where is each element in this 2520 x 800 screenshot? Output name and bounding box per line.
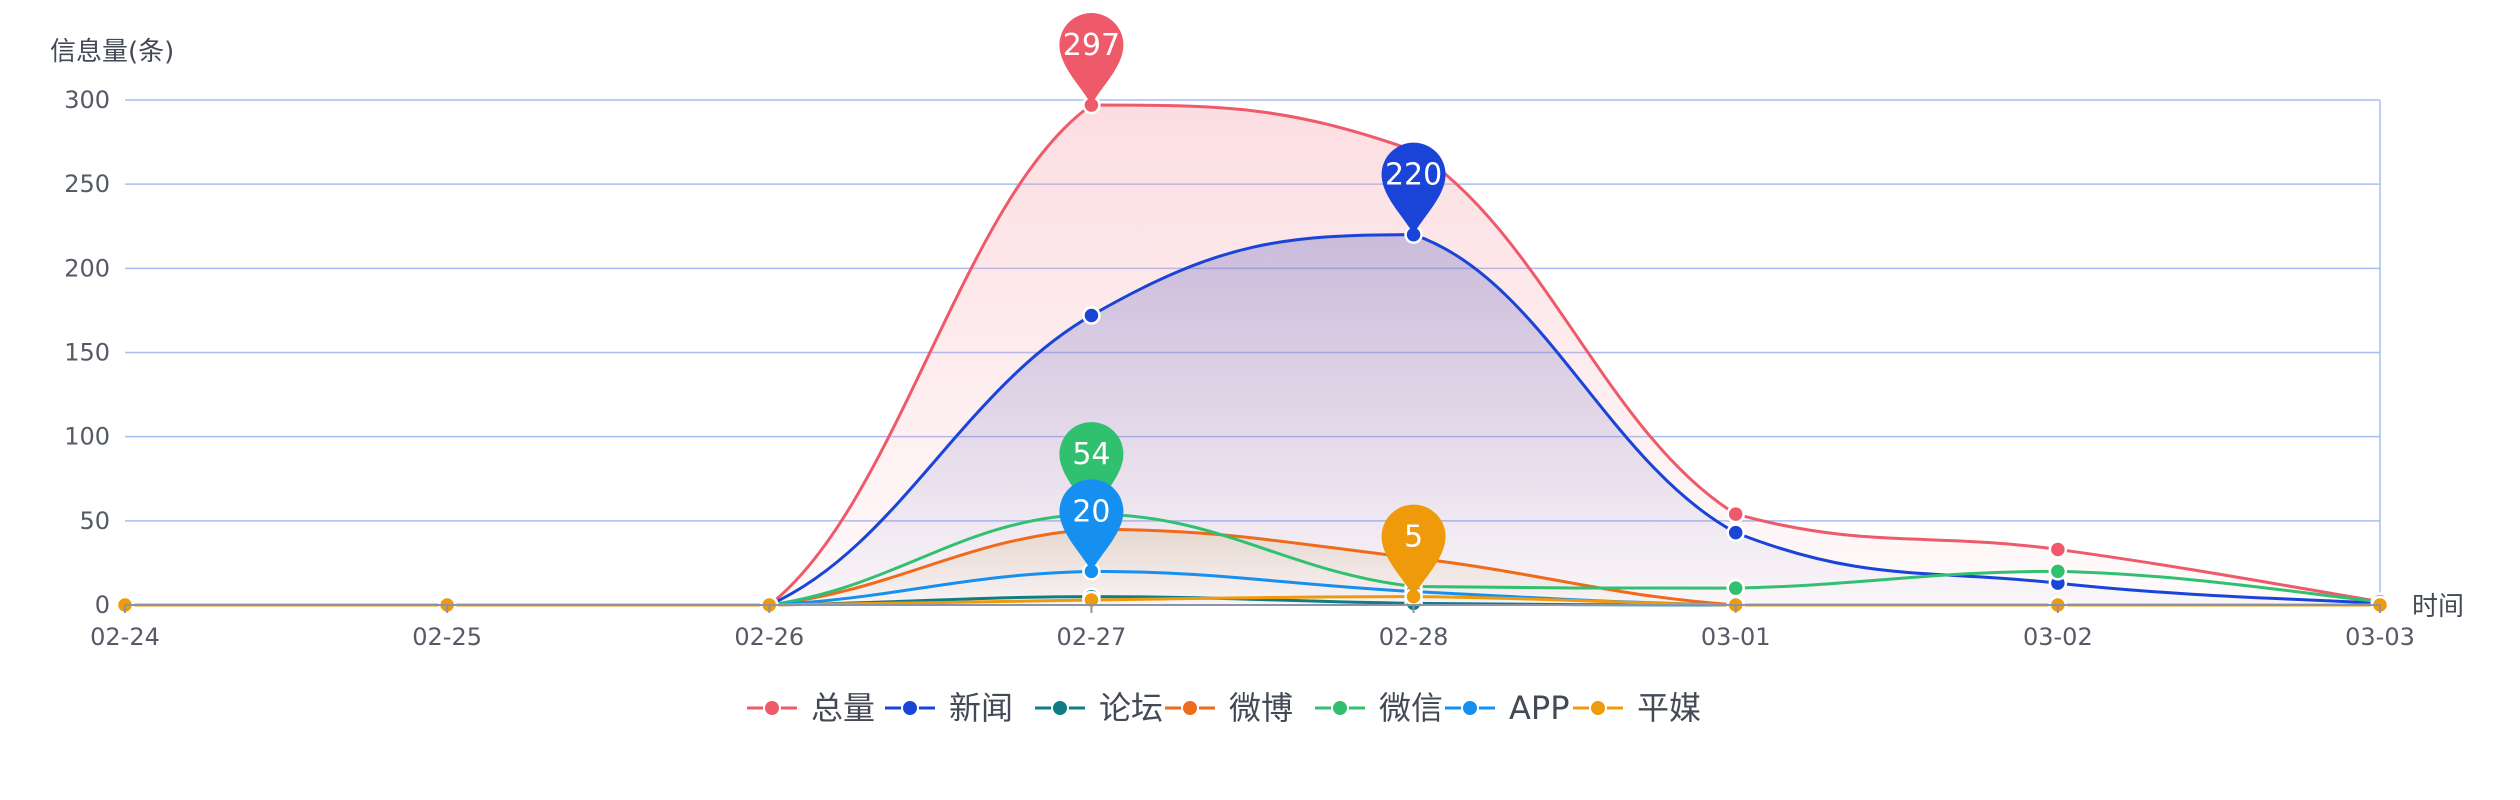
pin-label: 20	[1072, 494, 1110, 529]
x-tick-label: 02-25	[412, 623, 482, 651]
legend: 总量 新闻 论坛 微博 微信 APP 平媒	[747, 689, 1701, 727]
pin-shape	[1381, 142, 1446, 235]
legend-item[interactable]: 平媒	[1573, 689, 1701, 727]
pin-markers: 297 220 54 20 5	[1059, 13, 1446, 597]
legend-marker	[1051, 699, 1069, 717]
legend-label: 总量	[811, 689, 875, 727]
legend-marker	[763, 699, 781, 717]
data-point[interactable]	[2048, 562, 2068, 581]
series-area-3	[125, 529, 2380, 605]
pin-marker: 5	[1381, 504, 1446, 597]
legend-item[interactable]: 新闻	[885, 689, 1013, 727]
pin-marker: 297	[1059, 13, 1124, 106]
data-point[interactable]	[1726, 504, 1745, 524]
legend-item[interactable]: 论坛	[1035, 689, 1163, 727]
legend-label: APP	[1509, 689, 1569, 727]
pin-label: 5	[1404, 520, 1423, 555]
y-tick-label: 200	[64, 254, 110, 282]
x-tick-label: 02-26	[734, 623, 804, 651]
legend-marker	[901, 699, 919, 717]
legend-item[interactable]: APP	[1445, 689, 1569, 727]
x-tick-label: 02-27	[1057, 623, 1127, 651]
legend-item[interactable]: 微博	[1165, 689, 1293, 727]
pin-shape	[1059, 479, 1124, 572]
data-point[interactable]	[1726, 578, 1745, 598]
legend-marker	[1461, 699, 1479, 717]
legend-label: 论坛	[1099, 689, 1163, 727]
legend-marker	[1331, 699, 1349, 717]
y-tick-label: 0	[95, 591, 110, 619]
y-tick-label: 300	[64, 86, 110, 114]
axes: 0 50 100 150 200 250 300 02-24 02-25 02-26 02-27 02…	[64, 86, 2415, 651]
data-point[interactable]	[2048, 540, 2068, 559]
series-areas	[125, 105, 2380, 606]
data-point[interactable]	[1082, 306, 1101, 325]
legend-label: 新闻	[949, 689, 1013, 727]
pin-label: 54	[1072, 437, 1110, 472]
x-axis-title: 时间	[2412, 592, 2464, 622]
y-tick-label: 150	[64, 339, 110, 367]
series-area-1	[125, 234, 2380, 605]
legend-item[interactable]: 总量	[747, 689, 875, 727]
x-tick-label: 03-02	[2023, 623, 2093, 651]
pin-marker: 54	[1059, 422, 1124, 515]
legend-marker	[1181, 699, 1199, 717]
x-tick-label: 03-03	[2345, 623, 2415, 651]
y-tick-label: 100	[64, 423, 110, 451]
legend-label: 微博	[1229, 689, 1293, 727]
pin-label: 220	[1385, 158, 1442, 193]
legend-marker	[1589, 699, 1607, 717]
pin-shape	[1059, 13, 1124, 106]
pin-shape	[1059, 422, 1124, 515]
data-point[interactable]	[1726, 523, 1745, 542]
legend-label: 平媒	[1637, 689, 1701, 727]
legend-label: 微信	[1379, 689, 1443, 727]
pin-label: 297	[1063, 28, 1120, 63]
x-tick-label: 03-01	[1701, 623, 1771, 651]
x-tick-label: 02-24	[90, 623, 160, 651]
y-tick-label: 50	[79, 507, 110, 535]
x-tick-label: 02-28	[1379, 623, 1449, 651]
pin-shape	[1381, 504, 1446, 597]
y-axis-title: 信息量(条)	[50, 37, 174, 67]
y-tick-label: 250	[64, 170, 110, 198]
pin-marker: 220	[1381, 142, 1446, 235]
legend-item[interactable]: 微信	[1315, 689, 1443, 727]
pin-marker: 20	[1059, 479, 1124, 572]
